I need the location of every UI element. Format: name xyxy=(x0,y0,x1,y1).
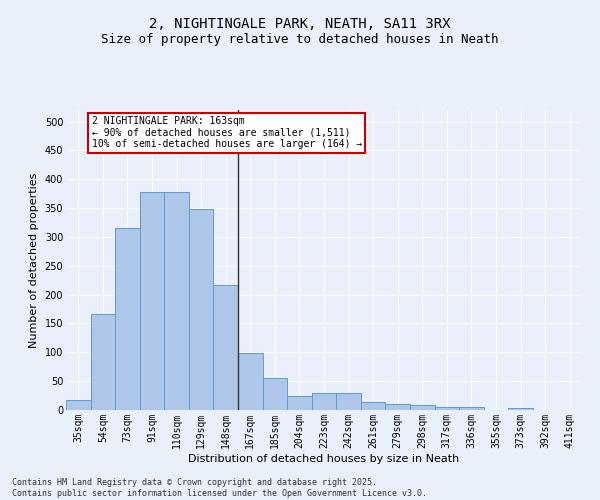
Bar xyxy=(164,192,189,410)
Bar xyxy=(189,209,214,410)
Bar xyxy=(361,402,385,410)
Bar xyxy=(140,192,164,410)
Bar xyxy=(115,228,140,410)
Bar xyxy=(238,353,263,410)
Bar xyxy=(410,405,434,410)
Bar xyxy=(214,285,238,410)
Bar xyxy=(66,400,91,410)
Bar xyxy=(434,406,459,410)
Bar xyxy=(459,407,484,410)
X-axis label: Distribution of detached houses by size in Neath: Distribution of detached houses by size … xyxy=(188,454,460,464)
Bar xyxy=(263,378,287,410)
Bar xyxy=(385,404,410,410)
Text: 2, NIGHTINGALE PARK, NEATH, SA11 3RX: 2, NIGHTINGALE PARK, NEATH, SA11 3RX xyxy=(149,18,451,32)
Bar xyxy=(508,408,533,410)
Bar xyxy=(91,314,115,410)
Bar xyxy=(336,394,361,410)
Text: Contains HM Land Registry data © Crown copyright and database right 2025.
Contai: Contains HM Land Registry data © Crown c… xyxy=(12,478,427,498)
Y-axis label: Number of detached properties: Number of detached properties xyxy=(29,172,39,348)
Bar xyxy=(312,394,336,410)
Text: 2 NIGHTINGALE PARK: 163sqm
← 90% of detached houses are smaller (1,511)
10% of s: 2 NIGHTINGALE PARK: 163sqm ← 90% of deta… xyxy=(92,116,362,149)
Bar xyxy=(287,396,312,410)
Text: Size of property relative to detached houses in Neath: Size of property relative to detached ho… xyxy=(101,32,499,46)
